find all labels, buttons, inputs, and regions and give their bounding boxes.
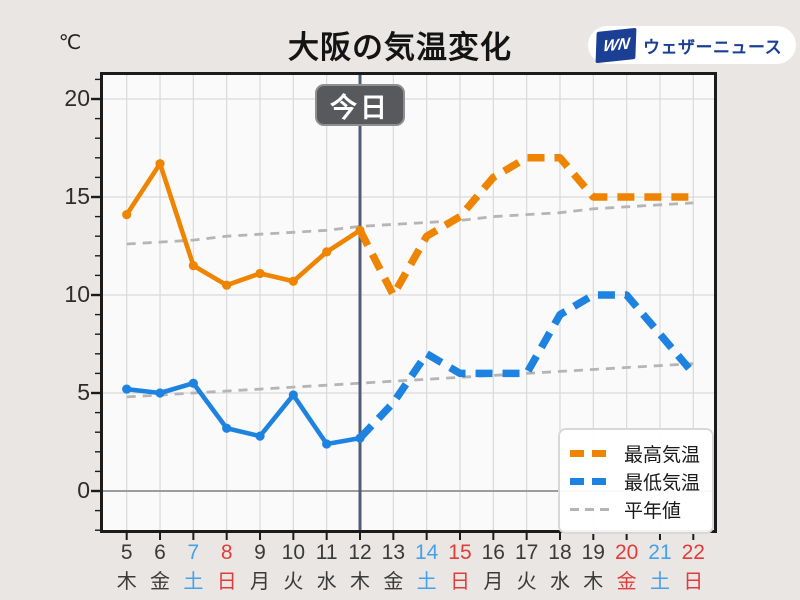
legend-label-min-temp: 最低気温 — [624, 472, 701, 494]
legend-item-min-temp: 最低気温 — [570, 467, 702, 495]
x-day-label-18: 18 — [548, 541, 572, 564]
x-day-label-11: 11 — [315, 541, 338, 564]
x-day-label-10: 10 — [281, 541, 306, 564]
x-day-label-5: 5 — [120, 541, 133, 564]
chart-legend: 最高気温 最低気温 平年値 — [558, 428, 714, 534]
x-day-label-13: 13 — [381, 541, 405, 564]
x-day-label-6: 6 — [154, 541, 166, 564]
x-day-label-12: 12 — [348, 541, 372, 564]
x-weekday-label-5: 木 — [116, 571, 137, 593]
x-day-label-20: 20 — [614, 541, 639, 564]
x-weekday-label-7: 土 — [183, 571, 204, 593]
x-weekday-label-11: 水 — [316, 571, 337, 593]
x-day-label-17: 17 — [514, 541, 539, 564]
x-day-label-16: 16 — [481, 541, 505, 564]
legend-label-normal: 平年値 — [624, 500, 682, 522]
page-title: 大阪の気温変化 — [288, 30, 512, 65]
temperature-chart: 最高気温 最低気温 平年値 — [91, 72, 717, 540]
legend-item-normal: 平年値 — [570, 495, 702, 523]
x-weekday-label-17: 火 — [516, 571, 537, 593]
legend-label-max-temp: 最高気温 — [624, 444, 701, 466]
x-weekday-label-10: 火 — [283, 571, 304, 593]
brand-name: ウェザーニュース — [643, 37, 783, 57]
legend-item-max-temp: 最高気温 — [570, 439, 702, 467]
x-day-label-9: 9 — [254, 541, 266, 564]
y-tick-label-15: 15 — [64, 183, 90, 209]
x-weekday-label-13: 金 — [383, 571, 404, 593]
x-day-label-14: 14 — [414, 541, 439, 564]
x-weekday-label-12: 木 — [350, 571, 370, 593]
x-day-label-15: 15 — [448, 541, 472, 564]
x-weekday-label-6: 金 — [150, 571, 171, 593]
y-axis-unit: ℃ — [58, 32, 82, 54]
x-weekday-label-9: 月 — [250, 571, 271, 593]
y-tick-label-5: 5 — [77, 379, 90, 405]
today-badge: 今日 — [315, 84, 405, 126]
y-tick-label-20: 20 — [64, 85, 90, 111]
chart-canvas — [91, 72, 717, 540]
x-day-label-19: 19 — [581, 541, 605, 564]
x-weekday-label-18: 水 — [549, 571, 570, 593]
x-weekday-label-21: 土 — [649, 571, 670, 593]
wn-logo-text: WN — [601, 34, 631, 55]
min-temp-line-swatch — [570, 477, 614, 485]
x-day-label-22: 22 — [681, 541, 705, 564]
normal-line-swatch — [570, 507, 614, 511]
brand-logo: WN ウェザーニュース — [588, 26, 797, 64]
x-weekday-label-20: 金 — [616, 571, 637, 593]
x-weekday-label-8: 日 — [216, 571, 237, 593]
x-day-label-21: 21 — [648, 541, 672, 564]
x-weekday-label-16: 月 — [483, 571, 504, 593]
x-weekday-label-15: 日 — [449, 571, 470, 593]
x-weekday-label-14: 土 — [416, 571, 437, 593]
x-weekday-label-22: 日 — [683, 571, 704, 593]
max-temp-line-swatch — [570, 449, 614, 457]
wn-logo-icon: WN — [595, 27, 637, 63]
x-day-label-8: 8 — [220, 541, 233, 564]
x-day-label-7: 7 — [187, 541, 200, 564]
x-weekday-label-19: 木 — [583, 571, 604, 593]
y-tick-label-0: 0 — [77, 477, 90, 503]
y-tick-label-10: 10 — [64, 281, 90, 307]
